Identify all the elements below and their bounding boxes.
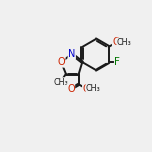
Text: F: F [114,57,120,67]
Text: CH₃: CH₃ [53,78,68,87]
Text: CH₃: CH₃ [86,84,101,93]
Text: O: O [57,57,65,67]
Text: O: O [67,84,75,94]
Text: O: O [112,37,120,47]
Text: O: O [83,84,90,94]
Text: N: N [68,49,75,59]
Text: CH₃: CH₃ [117,38,132,47]
